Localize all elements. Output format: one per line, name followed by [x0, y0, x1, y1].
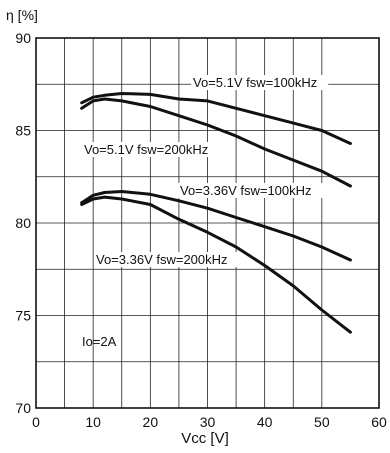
series-line-0 [80, 92, 352, 145]
series-label-1: Vo=5.1V fsw=200kHz [84, 142, 208, 157]
series-line-2 [80, 190, 352, 262]
series-line-3 [80, 195, 352, 334]
y-tick-label: 90 [15, 30, 31, 46]
x-tick-label: 30 [200, 414, 216, 430]
x-tick-label: 0 [32, 414, 40, 430]
series-label-bg [82, 142, 220, 157]
y-axis-label: η [%] [6, 7, 38, 23]
x-tick-label: 20 [143, 414, 159, 430]
series-line-1 [80, 97, 352, 188]
x-axis-label: Vcc [V] [181, 430, 229, 447]
y-tick-labels: 70 75 80 85 90 [15, 30, 31, 416]
x-tick-labels: 0 10 20 30 40 50 60 [32, 414, 387, 430]
y-tick-label: 70 [15, 400, 31, 416]
series-label-bg [94, 252, 239, 267]
series-group [80, 92, 352, 334]
series-label-0: Vo=5.1V fsw=100kHz [193, 75, 317, 90]
series-label-bg [178, 183, 323, 198]
series-label-bg [191, 75, 329, 90]
x-tick-label: 40 [257, 414, 273, 430]
y-tick-label: 85 [15, 123, 31, 139]
y-tick-label: 75 [15, 308, 31, 324]
x-tick-label: 50 [314, 414, 330, 430]
series-label-3: Vo=3.36V fsw=200kHz [96, 252, 228, 267]
x-tick-label: 60 [371, 414, 387, 430]
series-labels: Vo=5.1V fsw=100kHz Vo=5.1V fsw=200kHz Vo=3… [82, 75, 329, 267]
grid [36, 38, 379, 408]
y-tick-label: 80 [15, 215, 31, 231]
x-tick-label: 10 [85, 414, 101, 430]
series-label-2: Vo=3.36V fsw=100kHz [180, 183, 312, 198]
annotation-io: Io=2A [82, 334, 117, 349]
plot-frame [35, 37, 380, 409]
